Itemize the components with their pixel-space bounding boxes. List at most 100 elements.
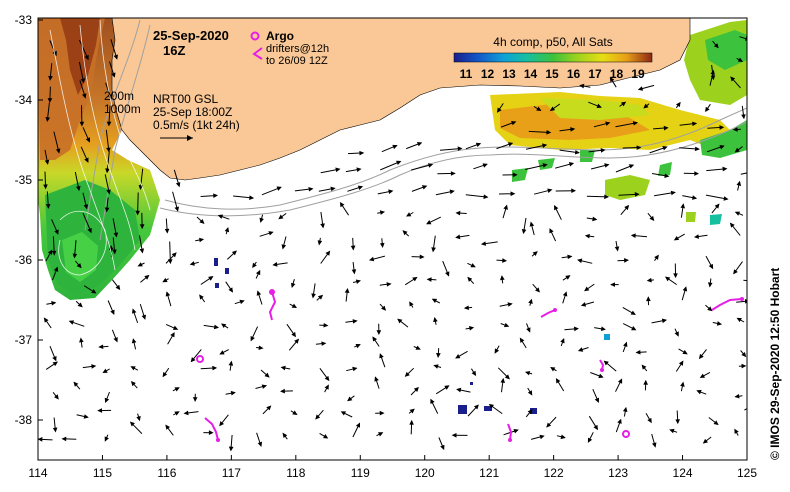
current-arrow-head	[79, 337, 84, 343]
colorbar-tick-label: 11	[460, 67, 473, 81]
current-arrow-head	[165, 291, 171, 297]
current-arrow-head	[500, 377, 506, 384]
current-arrow-head	[172, 325, 179, 330]
current-arrow-head	[115, 284, 121, 291]
current-arrow-head	[707, 282, 713, 288]
current-arrow-head	[386, 282, 392, 287]
current-arrow-head	[324, 384, 329, 390]
map-date: 25-Sep-2020	[153, 28, 229, 43]
current-arrow-head	[678, 360, 684, 366]
current-arrow-head	[104, 397, 110, 404]
current-arrow-head	[212, 365, 218, 371]
current-arrow-head	[560, 434, 566, 440]
current-arrow-head	[330, 186, 336, 192]
current-arrow-head	[165, 424, 171, 430]
x-tick-label: 120	[415, 466, 435, 480]
current-arrow-head	[91, 364, 97, 369]
y-tick-label: -38	[15, 413, 33, 427]
current-arrow-head	[77, 302, 83, 308]
current-arrow-head	[311, 293, 316, 299]
current-arrow-head	[261, 384, 268, 389]
current-arrow-head	[494, 348, 500, 354]
current-arrow-head	[673, 235, 680, 241]
current-arrow-head	[280, 365, 286, 371]
current-arrow-head	[547, 188, 553, 194]
current-arrow-head	[722, 166, 728, 172]
current-arrow-head	[317, 240, 323, 246]
current-arrow-head	[339, 201, 345, 208]
colorbar-tick-label: 15	[545, 67, 559, 81]
current-arrow-head	[752, 170, 755, 173]
current-arrow-head	[144, 274, 150, 280]
current-arrow-head	[475, 142, 482, 148]
current-arrow-head	[577, 347, 584, 352]
current-arrow-head	[503, 204, 508, 210]
current-arrow-head	[705, 106, 710, 113]
current-arrow-head	[47, 249, 53, 255]
current-arrow-head	[415, 345, 421, 350]
current-arrow-head	[45, 203, 51, 209]
current-arrow-head	[723, 196, 729, 201]
current-arrow-head	[741, 351, 747, 358]
current-arrow-head	[281, 244, 287, 250]
x-tick-label: 115	[93, 466, 112, 480]
x-tick-label: 123	[608, 466, 628, 480]
current-arrow-head	[546, 129, 552, 135]
current-arrow-head	[702, 438, 708, 444]
current-arrow-head	[736, 180, 742, 186]
current-arrow-head	[549, 228, 554, 234]
x-tick-label: 114	[28, 466, 47, 480]
current-arrow-head	[513, 429, 519, 434]
current-arrow-head	[388, 189, 394, 194]
current-arrow-head	[272, 262, 278, 267]
y-tick-label: -34	[15, 93, 33, 107]
current-arrow-head	[507, 302, 513, 307]
current-arrow-head	[378, 432, 384, 437]
current-arrow-head	[221, 323, 227, 329]
current-arrow-head	[570, 127, 576, 132]
current-arrow-head	[91, 288, 97, 294]
current-arrow-head	[504, 374, 510, 380]
current-arrow-head	[707, 306, 713, 312]
current-arrow-head	[45, 116, 51, 123]
current-arrow-head	[104, 436, 109, 442]
current-arrow-head	[409, 408, 415, 414]
current-arrow-head	[456, 387, 462, 393]
current-arrow-head	[554, 204, 559, 211]
current-arrow-head	[213, 193, 219, 199]
current-arrow-head	[467, 276, 473, 282]
current-arrow-head	[190, 357, 196, 363]
current-arrow-head	[83, 204, 89, 210]
current-arrow-head	[268, 231, 274, 236]
current-arrow-head	[374, 376, 379, 382]
colorbar-tick-label: 14	[524, 67, 538, 81]
current-arrow-head	[532, 251, 538, 257]
current-arrow-head	[255, 269, 261, 276]
current-arrow-head	[473, 404, 479, 410]
current-arrow-head	[416, 142, 423, 147]
current-arrow-head	[249, 195, 255, 200]
current-arrow-head	[112, 249, 117, 255]
current-arrow-head	[213, 324, 220, 330]
current-arrow	[705, 194, 728, 200]
drifter-dots	[216, 289, 744, 442]
current-arrow-head	[433, 316, 438, 323]
current-arrow-head	[736, 317, 742, 323]
current-arrow-head	[630, 233, 636, 239]
current-arrow-head	[507, 142, 514, 147]
current-arrow-head	[510, 191, 516, 197]
current-arrow-head	[379, 353, 384, 359]
current-arrow-head	[546, 422, 552, 428]
current-arrow-head	[565, 275, 571, 280]
current-arrow-head	[426, 219, 432, 225]
current-arrow-head	[54, 229, 59, 235]
current-arrow-head	[664, 276, 671, 282]
current-arrow-head	[604, 194, 610, 200]
map-hour: 16Z	[163, 43, 185, 58]
current-arrow-head	[444, 385, 450, 390]
current-arrow-head	[292, 410, 298, 416]
current-arrow-head	[620, 101, 627, 107]
current-arrow-head	[392, 144, 398, 150]
current-arrow-head	[139, 248, 145, 254]
